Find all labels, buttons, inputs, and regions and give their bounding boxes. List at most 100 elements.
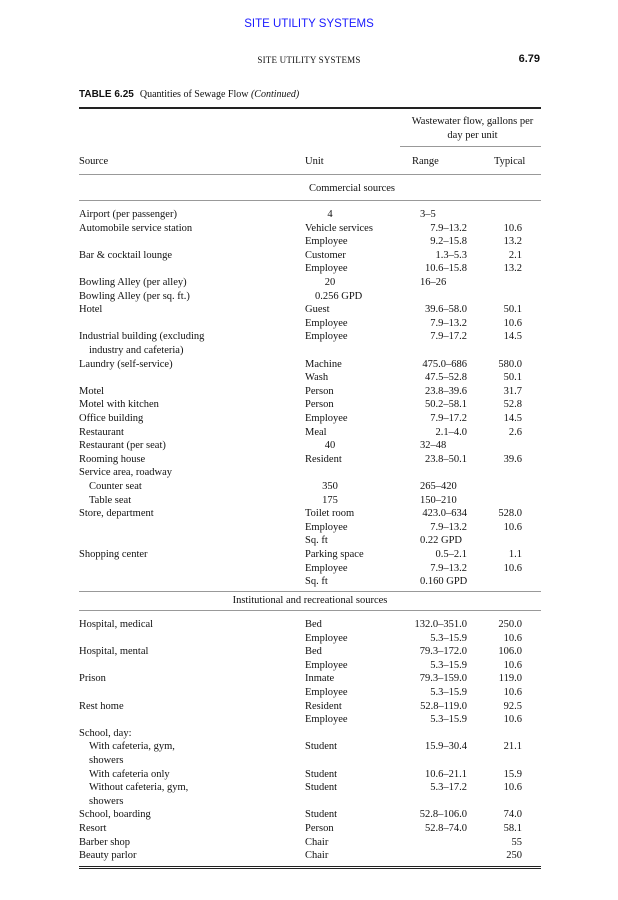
cell-typical: 2.6 — [508, 426, 522, 438]
cell-unit: Employee — [305, 521, 348, 533]
cell-range: 132.0–351.0 — [414, 619, 468, 630]
cell-unit: 175 — [322, 494, 338, 506]
running-head: SITE UTILITY SYSTEMS — [257, 55, 361, 65]
cell-source: Prison — [79, 673, 106, 685]
cell-unit: Customer — [305, 249, 346, 261]
cell-range: 10.6–15.8 — [425, 263, 467, 275]
cell-typical: 52.8 — [503, 399, 522, 411]
cell-typical: 15.9 — [503, 768, 522, 780]
cell-range: 32–48 — [420, 440, 447, 452]
group-header-rule — [400, 146, 541, 147]
cell-source: With cafeteria only — [89, 768, 170, 780]
cell-unit: Employee — [305, 263, 348, 275]
section-title-commercial: Commercial sources — [308, 183, 395, 194]
cell-typical: 10.6 — [503, 222, 522, 234]
bottom-rule — [79, 866, 541, 867]
cell-unit: Meal — [305, 426, 327, 438]
cell-range: 47.5–52.8 — [425, 372, 467, 384]
cell-unit: Employee — [305, 562, 348, 574]
cell-range: 7.9–13.2 — [430, 317, 467, 329]
cell-typical: 10.6 — [503, 562, 522, 574]
cell-unit: Inmate — [305, 673, 335, 685]
column-header-range: Range — [412, 156, 439, 167]
cell-range: 423.0–634 — [422, 508, 467, 520]
cell-range: 265–420 — [420, 481, 457, 492]
cell-range: 10.6–21.1 — [425, 768, 467, 780]
cell-typical: 580.0 — [498, 358, 522, 370]
cell-unit: Person — [305, 399, 334, 411]
cell-typical: 55 — [511, 836, 523, 848]
cell-typical: 10.6 — [503, 714, 522, 726]
cell-unit: Bed — [305, 646, 322, 658]
cell-unit: Chair — [305, 836, 329, 848]
column-header-unit: Unit — [305, 156, 324, 167]
cell-source: Hotel — [79, 304, 103, 316]
cell-unit: Employee — [305, 317, 348, 329]
cell-range: 150–210 — [420, 494, 457, 506]
cell-source: Shopping center — [79, 549, 148, 560]
cell-typical: 14.5 — [503, 331, 522, 343]
group-header-line2: day per unit — [447, 130, 498, 141]
cell-typical: 31.7 — [503, 385, 522, 397]
cell-unit: Chair — [305, 850, 329, 862]
cell-source: showers — [89, 795, 124, 807]
cell-source: Automobile service station — [79, 222, 193, 234]
cell-range: 39.6–58.0 — [425, 304, 467, 316]
cell-range: 79.3–159.0 — [419, 673, 467, 685]
cell-typical: 74.0 — [503, 809, 522, 821]
cell-source: Hospital, medical — [79, 619, 154, 630]
cell-source: With cafeteria, gym, — [89, 741, 175, 753]
cell-source: Service area, roadway — [79, 467, 172, 479]
cell-unit: Toilet room — [305, 508, 355, 520]
cell-typical: 10.6 — [503, 317, 522, 329]
cell-typical: 106.0 — [498, 646, 522, 658]
cell-unit: Machine — [305, 358, 342, 370]
cell-source: Without cafeteria, gym, — [89, 782, 189, 794]
cell-unit: Parking space — [305, 549, 364, 560]
cell-range: 15.9–30.4 — [425, 741, 467, 753]
page-number: 6.79 — [518, 53, 540, 65]
cell-typical: 92.5 — [503, 700, 522, 712]
cell-source: Bar & cocktail lounge — [79, 249, 173, 261]
cell-source: Table seat — [89, 494, 132, 506]
section-rule — [79, 591, 541, 592]
cell-typical: 50.1 — [503, 304, 522, 316]
cell-range: 9.2–15.8 — [430, 236, 467, 248]
section-rule — [79, 610, 541, 611]
bottom-rule — [79, 868, 541, 869]
cell-source: Barber shop — [79, 836, 131, 848]
cell-range: 5.3–15.9 — [430, 632, 467, 644]
cell-source: Motel with kitchen — [79, 399, 159, 411]
cell-source: Office building — [79, 413, 144, 424]
cell-range: 0.160 GPD — [420, 576, 468, 588]
cell-unit: Employee — [305, 659, 348, 671]
cell-range: 0.5–2.1 — [435, 549, 468, 560]
cell-range: 23.8–39.6 — [425, 385, 467, 397]
table-title: TABLE 6.25 Quantities of Sewage Flow (Con… — [79, 88, 299, 101]
cell-unit: 20 — [324, 277, 336, 288]
cell-source: Beauty parlor — [79, 850, 137, 862]
cell-source: Restaurant (per seat) — [79, 440, 166, 452]
cell-range: 16–26 — [420, 277, 447, 288]
cell-range: 5.3–15.9 — [430, 659, 467, 671]
cell-range: 52.8–74.0 — [425, 823, 467, 834]
cell-unit: 0.256 GPD — [315, 290, 363, 302]
cell-unit: Employee — [305, 331, 348, 343]
section-rule — [79, 200, 541, 201]
cell-source: Rooming house — [79, 453, 146, 465]
cell-source: Rest home — [79, 700, 124, 712]
cell-range: 7.9–13.2 — [430, 222, 467, 234]
cell-range: 7.9–13.2 — [430, 562, 467, 574]
cell-unit: Person — [305, 823, 334, 834]
cell-range: 2.1–4.0 — [435, 426, 468, 438]
column-header-source: Source — [79, 156, 109, 167]
cell-range: 1.3–5.3 — [435, 249, 468, 261]
cell-unit: Student — [305, 768, 338, 780]
cell-typical: 13.2 — [503, 236, 522, 248]
cell-range: 0.22 GPD — [420, 535, 463, 547]
table-title-suffix: (Continued) — [250, 89, 300, 100]
cell-range: 475.0–686 — [422, 358, 467, 370]
cell-source: industry and cafeteria) — [89, 345, 184, 356]
cell-source: Airport (per passenger) — [79, 209, 177, 220]
